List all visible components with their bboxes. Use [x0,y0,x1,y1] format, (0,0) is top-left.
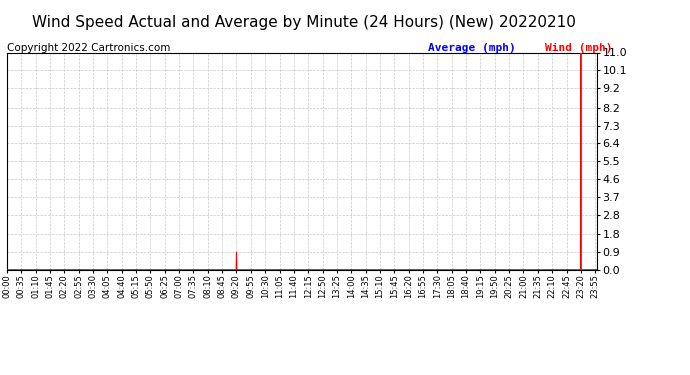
Text: Copyright 2022 Cartronics.com: Copyright 2022 Cartronics.com [7,43,170,53]
Text: Wind (mph): Wind (mph) [545,43,613,53]
Text: Average (mph): Average (mph) [428,43,515,53]
Text: Wind Speed Actual and Average by Minute (24 Hours) (New) 20220210: Wind Speed Actual and Average by Minute … [32,15,575,30]
